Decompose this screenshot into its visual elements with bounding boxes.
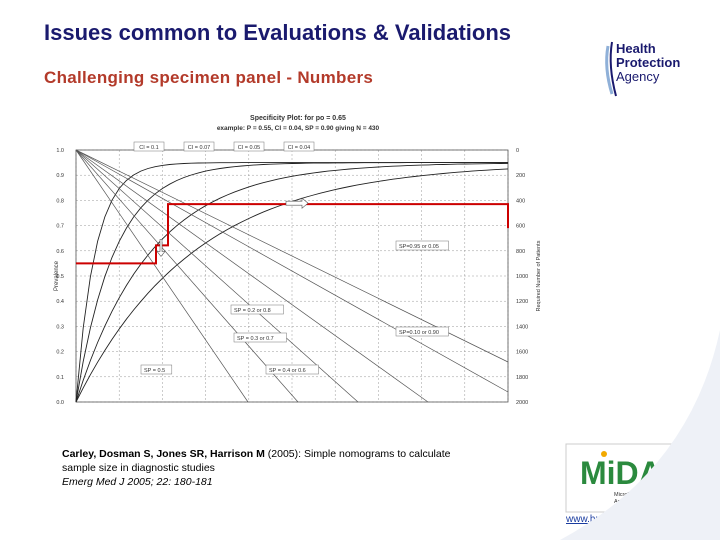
midas-tagline-2: Assessment Service bbox=[614, 499, 664, 505]
sp-line bbox=[75, 149, 509, 363]
sp-label: SP = 0.4 or 0.6 bbox=[269, 368, 306, 374]
y-tick-label: 0.8 bbox=[56, 198, 64, 204]
y2-tick-label: 800 bbox=[516, 249, 525, 255]
ci-label: CI = 0.07 bbox=[188, 145, 210, 151]
sp-line bbox=[75, 149, 299, 403]
y-axis-label: Prevalence bbox=[54, 260, 60, 291]
chart-background bbox=[46, 104, 550, 416]
y-tick-label: 0.9 bbox=[56, 173, 64, 179]
sp-label-box bbox=[140, 364, 173, 375]
sp-line bbox=[75, 149, 249, 403]
hpa-line-3: Agency bbox=[616, 69, 660, 84]
hpa-line-1: Health bbox=[616, 41, 656, 56]
sp-label: SP = 0.3 or 0.7 bbox=[237, 336, 274, 342]
citation-year: (2005): Simple nomograms to calculate bbox=[264, 448, 451, 460]
y-tick-label: 0.1 bbox=[56, 375, 64, 381]
sp-line bbox=[75, 149, 429, 403]
citation-authors: Carley, Dosman S, Jones SR, Harrison M bbox=[62, 448, 265, 460]
y-tick-label: 0.6 bbox=[56, 249, 64, 255]
ci-label: CI = 0.05 bbox=[238, 145, 260, 151]
ci-curve bbox=[75, 162, 508, 403]
right-arrow-icon bbox=[285, 197, 309, 209]
sp-line bbox=[75, 149, 509, 393]
sp-label: SP = 0.5 bbox=[144, 368, 165, 374]
y-tick-label: 1.0 bbox=[56, 148, 64, 154]
slide-subtitle: Challenging specimen panel - Numbers bbox=[44, 68, 374, 87]
citation-line2: sample size in diagnostic studies bbox=[62, 462, 215, 474]
chart-title: Specificity Plot: for po = 0.65 bbox=[250, 115, 346, 122]
slide-title: Issues common to Evaluations & Validatio… bbox=[44, 20, 512, 45]
hpa-line-2: Protection bbox=[616, 55, 681, 70]
y2-tick-label: 1200 bbox=[516, 299, 528, 305]
y2-tick-label: 200 bbox=[516, 173, 525, 179]
y-tick-label: 0.5 bbox=[56, 274, 64, 280]
midas-logo: MiDAS Microbiological Diagnostics Assess… bbox=[558, 442, 708, 516]
sp-label-box bbox=[265, 364, 319, 375]
y2-tick-label: 2000 bbox=[516, 400, 528, 406]
y2-tick-label: 0 bbox=[516, 148, 519, 154]
citation-journal: Emerg Med J 2005; 22: 180-181 bbox=[62, 476, 213, 488]
sp-label-box bbox=[233, 332, 287, 343]
hpa-logo: Health Protection Agency bbox=[602, 38, 698, 100]
ci-label-box bbox=[183, 141, 215, 152]
y2-tick-label: 400 bbox=[516, 198, 525, 204]
ci-label-box bbox=[283, 141, 315, 152]
ci-label-box bbox=[133, 141, 165, 152]
chart-example: example: P = 0.55, CI = 0.04, SP = 0.90 … bbox=[217, 125, 380, 132]
midas-tagline-1: Microbiological Diagnostics bbox=[614, 492, 681, 498]
y2-tick-label: 600 bbox=[516, 224, 525, 230]
sp-label-box bbox=[395, 240, 449, 251]
y-tick-label: 0.4 bbox=[56, 299, 64, 305]
example-path bbox=[76, 203, 509, 265]
y-tick-label: 0.7 bbox=[56, 224, 64, 230]
ci-label: CI = 0.04 bbox=[288, 145, 310, 151]
sp-label: SP=0.10 or 0.90 bbox=[399, 330, 439, 336]
y2-axis-label: Required Number of Patients bbox=[536, 240, 542, 311]
y-tick-label: 0.0 bbox=[56, 400, 64, 406]
citation: Carley, Dosman S, Jones SR, Harrison M (… bbox=[62, 447, 482, 489]
y2-tick-label: 1800 bbox=[516, 375, 528, 381]
website-link[interactable]: www.hpa-midas.org.uk bbox=[566, 514, 668, 525]
y2-tick-label: 1000 bbox=[516, 274, 528, 280]
specificity-nomogram-chart: Specificity Plot: for po = 0.65 example: … bbox=[46, 104, 550, 416]
sp-label: SP=0.95 or 0.05 bbox=[399, 244, 439, 250]
sp-label-box bbox=[395, 326, 449, 337]
y2-tick-label: 1400 bbox=[516, 324, 528, 330]
midas-wordmark: MiDAS bbox=[580, 455, 683, 491]
hpa-swoosh-icon bbox=[605, 41, 617, 97]
ci-label-box bbox=[233, 141, 265, 152]
sp-label-box bbox=[230, 304, 284, 315]
y-tick-label: 0.3 bbox=[56, 324, 64, 330]
ci-label: CI = 0.1 bbox=[139, 145, 158, 151]
y2-tick-label: 1600 bbox=[516, 350, 528, 356]
sp-label: SP = 0.2 or 0.8 bbox=[234, 308, 271, 314]
y-tick-label: 0.2 bbox=[56, 350, 64, 356]
sp-line bbox=[75, 149, 359, 403]
down-arrow-icon bbox=[156, 239, 166, 257]
